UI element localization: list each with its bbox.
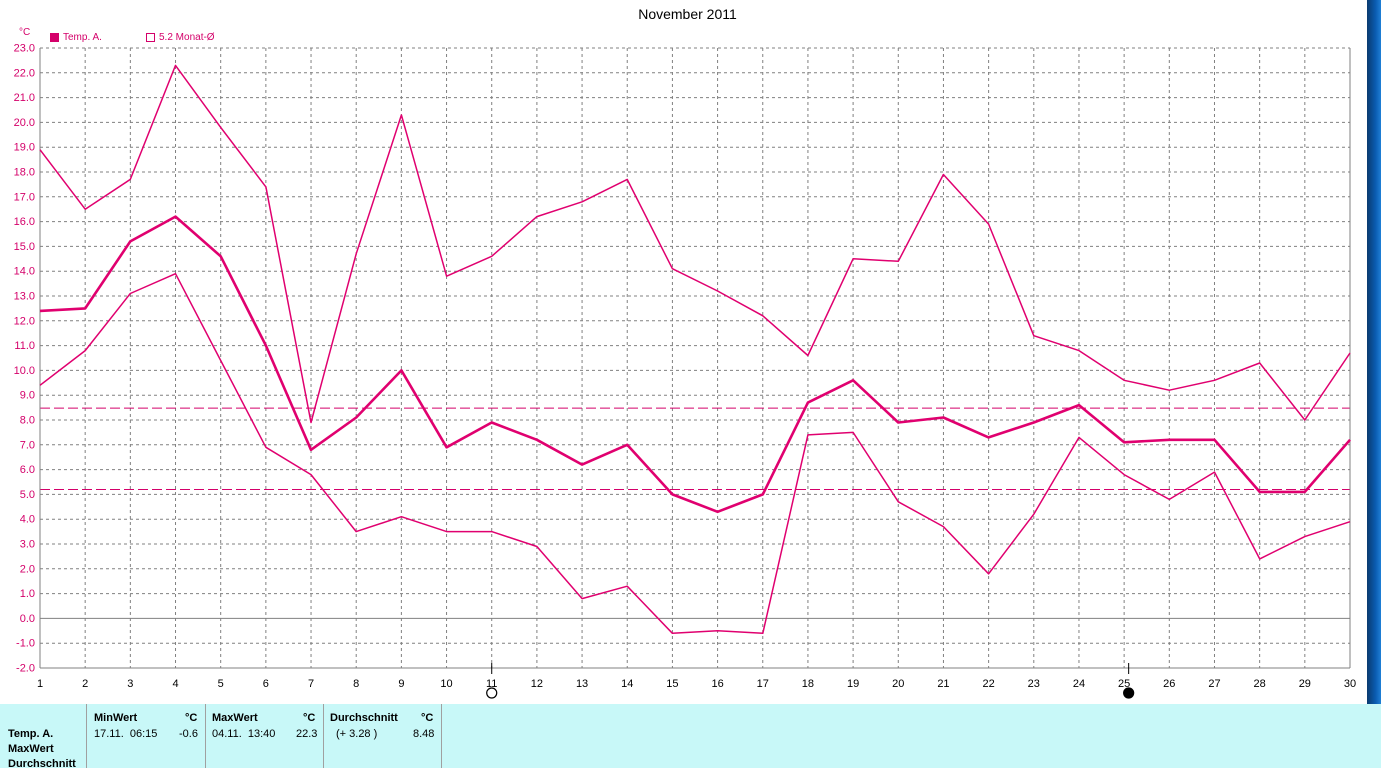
x-tick-label: 20	[892, 678, 904, 690]
x-tick-label: 12	[531, 678, 543, 690]
new-moon-icon	[1124, 688, 1134, 698]
y-tick-label: 13.0	[14, 291, 35, 303]
x-tick-label: 18	[802, 678, 814, 690]
x-tick-label: 1	[37, 678, 43, 690]
avg-header: Durchschnitt	[330, 712, 398, 724]
max-value: 22.3	[296, 728, 317, 740]
y-tick-label: 17.0	[14, 191, 35, 203]
x-tick-label: 24	[1073, 678, 1085, 690]
legend-swatch-filled	[50, 33, 59, 42]
row-labels-column	[0, 704, 87, 768]
max-header: MaxWert	[212, 712, 258, 724]
y-tick-label: 6.0	[20, 464, 35, 476]
max-column: MaxWert °C 04.11. 13:40 22.3	[206, 704, 324, 768]
x-tick-label: 3	[127, 678, 133, 690]
legend-item-temp: Temp. A.	[50, 32, 102, 43]
y-tick-label: 21.0	[14, 92, 35, 104]
x-tick-label: 13	[576, 678, 588, 690]
x-tick-label: 28	[1254, 678, 1266, 690]
x-tick-label: 4	[172, 678, 178, 690]
y-tick-label: 8.0	[20, 415, 35, 427]
y-tick-label: 19.0	[14, 142, 35, 154]
min-datetime: 17.11. 06:15	[94, 728, 157, 740]
avg-value: 8.48	[413, 728, 434, 740]
y-tick-label: 3.0	[20, 539, 35, 551]
x-tick-label: 8	[353, 678, 359, 690]
y-tick-label: 9.0	[20, 390, 35, 402]
min-header: MinWert	[94, 712, 137, 724]
min-value: -0.6	[179, 728, 198, 740]
x-tick-label: 22	[982, 678, 994, 690]
x-tick-label: 21	[937, 678, 949, 690]
x-tick-label: 7	[308, 678, 314, 690]
y-axis-unit: °C	[19, 27, 30, 38]
y-tick-label: 0.0	[20, 613, 35, 625]
x-tick-label: 27	[1208, 678, 1220, 690]
y-tick-label: 5.0	[20, 489, 35, 501]
stats-panel: Temp. A. MaxWert Durchschnitt MinWert °C…	[0, 704, 1381, 768]
x-tick-label: 19	[847, 678, 859, 690]
full-moon-icon	[487, 688, 497, 698]
x-tick-label: 15	[666, 678, 678, 690]
legend-swatch-open	[146, 33, 155, 42]
max-datetime: 04.11. 13:40	[212, 728, 275, 740]
temperature-chart: -2.0 -1.0 0.0 1.0 2.0 3.0 4.0 5.0 6.0 7.0 8.0 9.0 10…	[0, 0, 1381, 704]
x-tick-label: 30	[1344, 678, 1356, 690]
avg-delta: (+ 3.28 )	[336, 728, 377, 740]
y-tick-label: 22.0	[14, 67, 35, 79]
x-tick-label: 16	[711, 678, 723, 690]
min-column: MinWert °C 17.11. 06:15 -0.6	[87, 704, 206, 768]
x-tick-label: 5	[218, 678, 224, 690]
legend-item-month-avg: 5.2 Monat-Ø	[146, 32, 215, 43]
min-unit: °C	[185, 712, 197, 724]
x-tick-label: 6	[263, 678, 269, 690]
y-tick-label: 20.0	[14, 117, 35, 129]
y-tick-label: 18.0	[14, 167, 35, 179]
x-tick-label: 2	[82, 678, 88, 690]
x-tick-label: 23	[1028, 678, 1040, 690]
y-tick-labels: -2.0 -1.0 0.0 1.0 2.0 3.0 4.0 5.0 6.0 7.0 8.0 9.0 10…	[14, 43, 35, 675]
y-tick-label: 1.0	[20, 588, 35, 600]
y-tick-label: -2.0	[16, 663, 35, 675]
legend-label-month-avg: 5.2 Monat-Ø	[159, 32, 215, 43]
chart-title: November 2011	[0, 6, 1375, 22]
y-tick-label: 11.0	[14, 340, 35, 352]
plot-area	[40, 48, 1350, 668]
x-tick-label: 26	[1163, 678, 1175, 690]
x-tick-label: 29	[1299, 678, 1311, 690]
y-tick-label: 14.0	[14, 266, 35, 278]
window-edge	[1367, 0, 1381, 704]
y-tick-label: 16.0	[14, 216, 35, 228]
x-tick-label: 9	[398, 678, 404, 690]
y-tick-label: 7.0	[20, 439, 35, 451]
x-tick-label: 14	[621, 678, 633, 690]
y-tick-label: 23.0	[14, 43, 35, 55]
avg-column: Durchschnitt °C (+ 3.28 ) 8.48	[324, 704, 442, 768]
legend-label-temp: Temp. A.	[63, 32, 102, 43]
x-tick-label: 17	[757, 678, 769, 690]
y-tick-label: 15.0	[14, 241, 35, 253]
avg-unit: °C	[421, 712, 433, 724]
y-tick-label: 10.0	[14, 365, 35, 377]
y-tick-label: -1.0	[16, 638, 35, 650]
y-tick-label: 4.0	[20, 514, 35, 526]
y-tick-label: 12.0	[14, 315, 35, 327]
y-tick-label: 2.0	[20, 563, 35, 575]
max-unit: °C	[303, 712, 315, 724]
x-tick-label: 10	[440, 678, 452, 690]
